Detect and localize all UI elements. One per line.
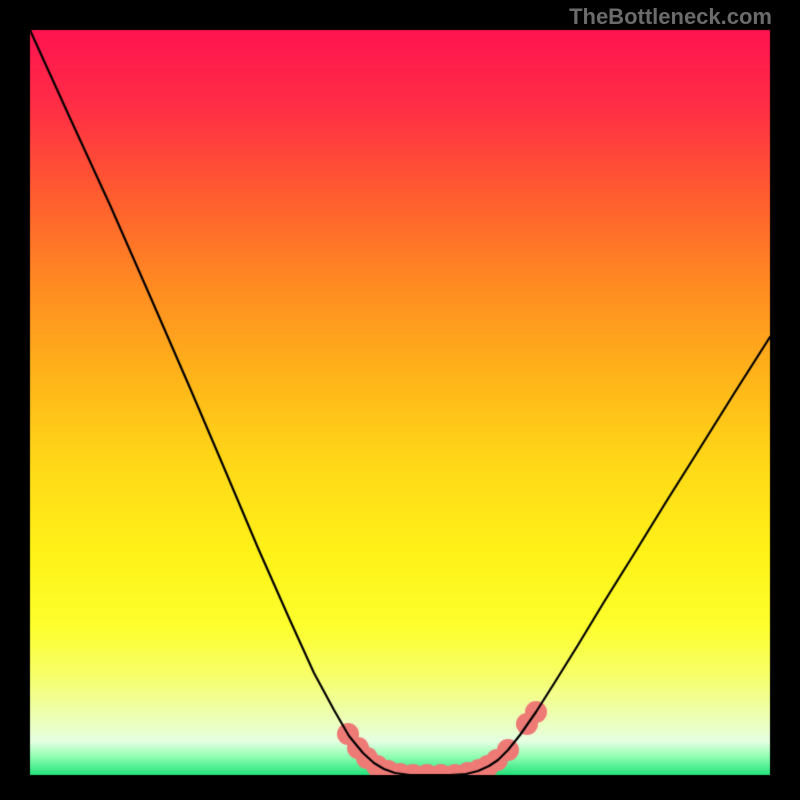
chart-stage: TheBottleneck.com — [0, 0, 800, 800]
bottleneck-curve-chart — [0, 0, 800, 800]
watermark-text: TheBottleneck.com — [569, 4, 772, 30]
